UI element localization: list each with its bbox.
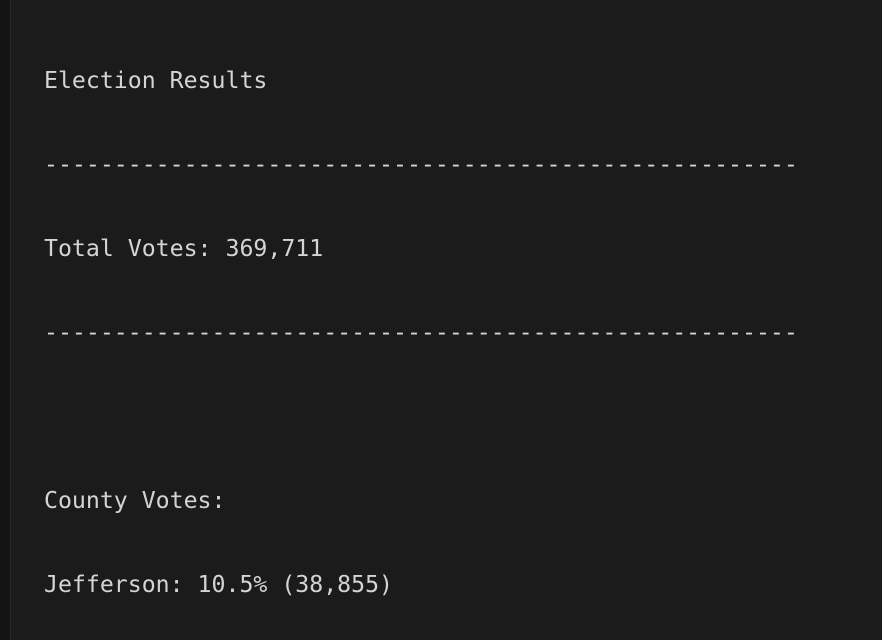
blank-line [44,403,798,431]
county-votes-header: County Votes: [44,487,226,514]
results-title: Election Results [44,67,268,94]
terminal-output: Election Results -----------------------… [44,11,798,640]
divider-line: ----------------------------------------… [44,319,798,346]
divider-line: ----------------------------------------… [44,151,798,178]
panel-edge [0,0,11,640]
county-result-jefferson: Jefferson: 10.5% (38,855) [44,571,394,598]
total-votes: Total Votes: 369,711 [44,235,324,262]
